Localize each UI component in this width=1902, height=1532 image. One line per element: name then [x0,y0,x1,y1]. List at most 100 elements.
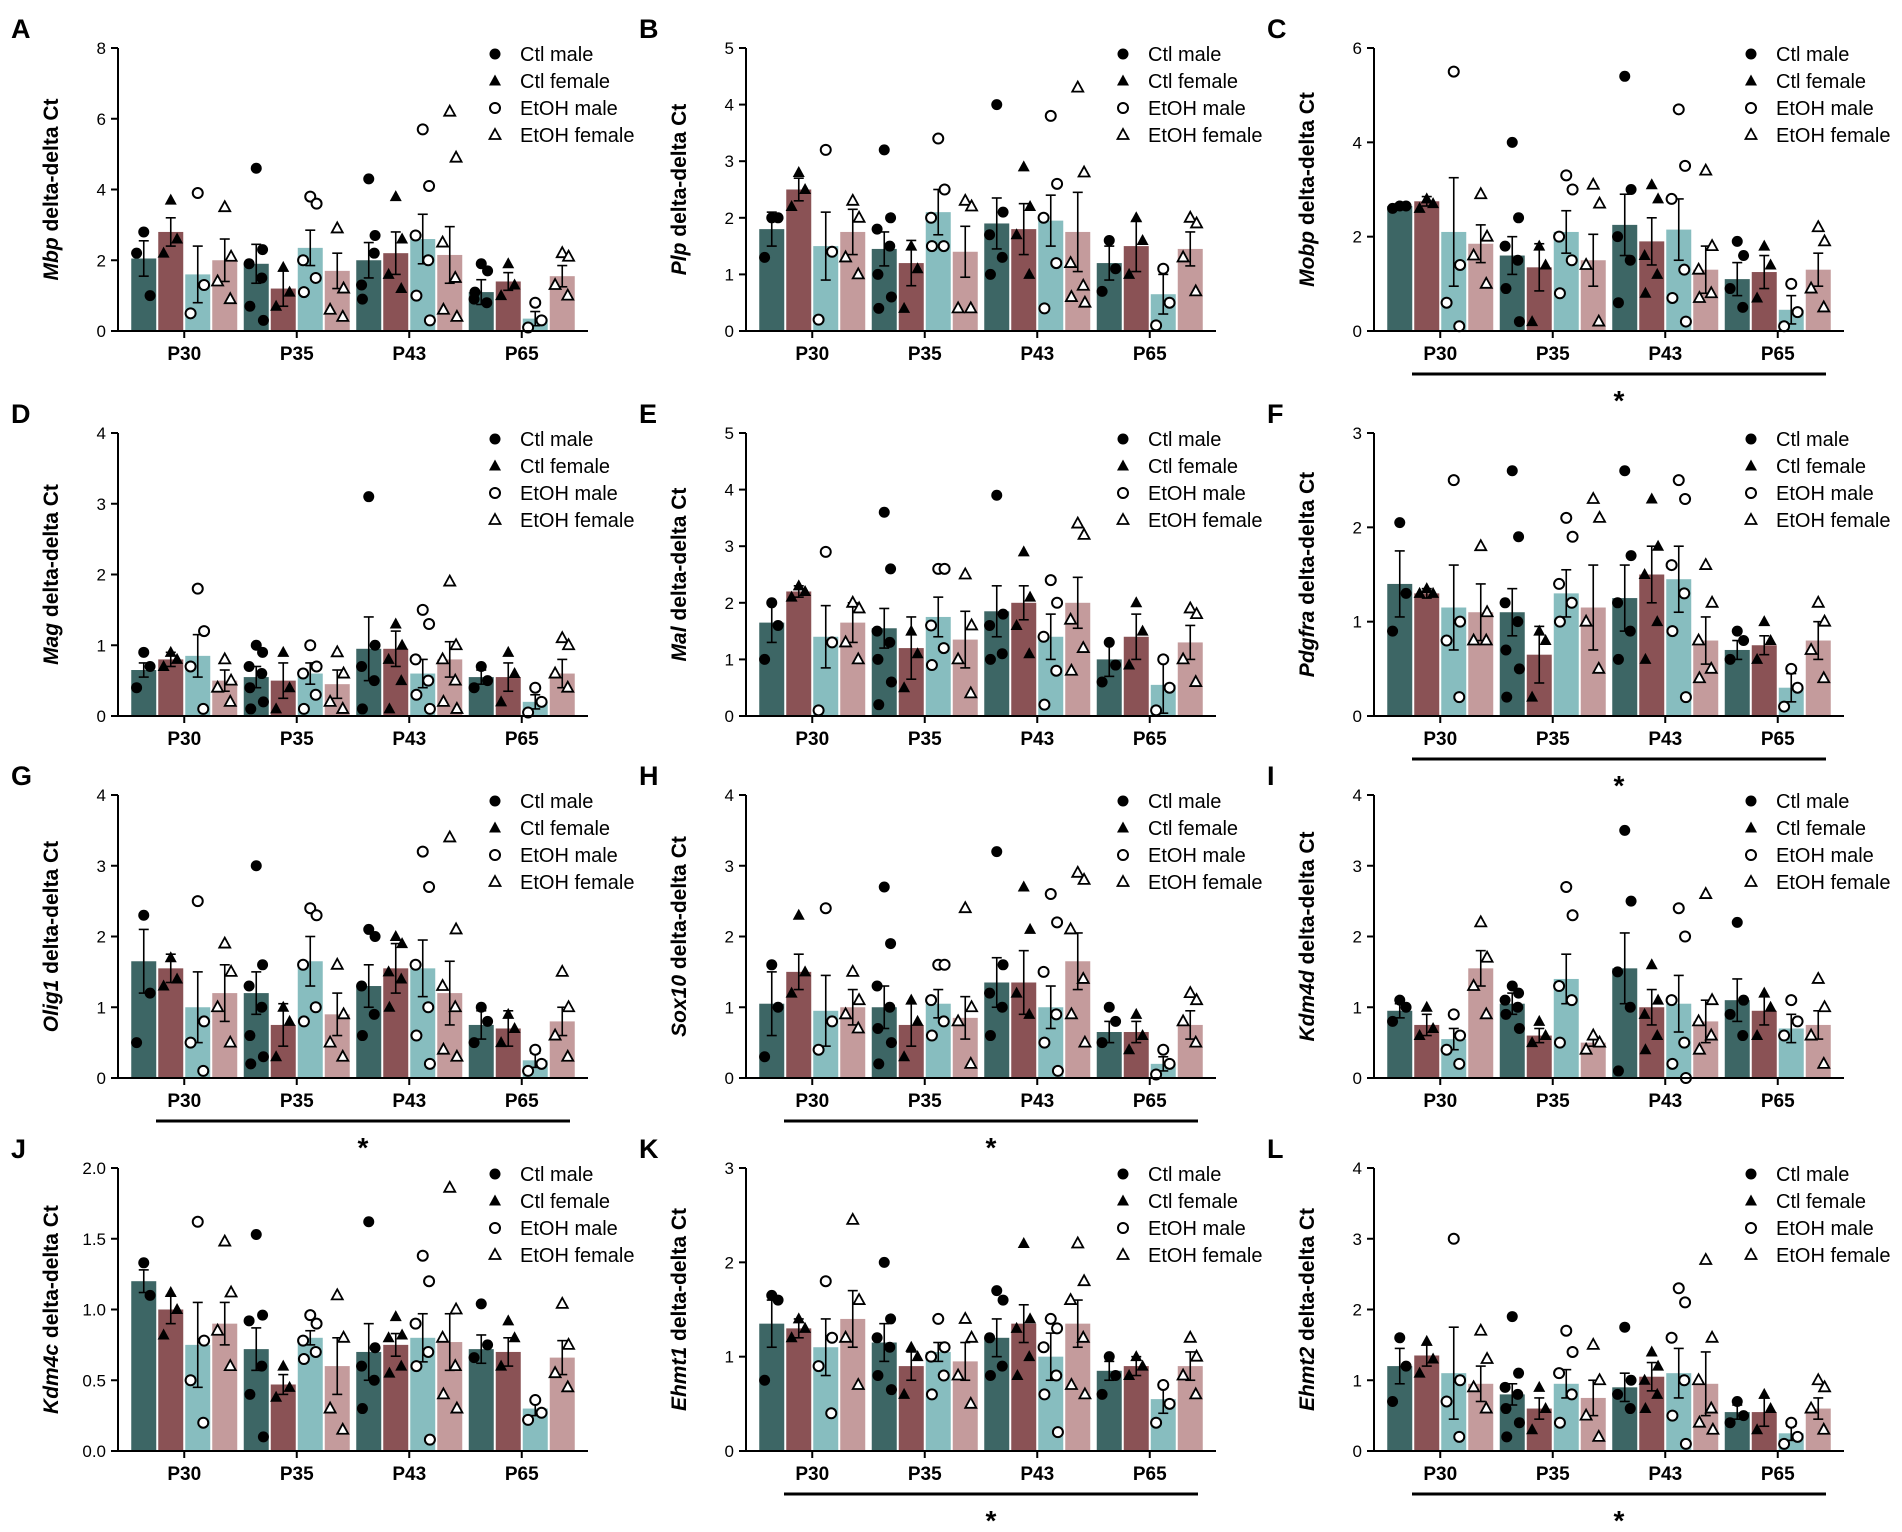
point-a-3-2-3 [448,270,463,283]
point-b-1-2-0 [1017,160,1030,172]
point-l-1-2-0 [1645,1345,1658,1357]
point-b-0-2-1 [997,206,1009,218]
point-c-1-2-4 [1639,286,1652,298]
significance-star: * [1614,385,1625,416]
point-a-2-0-1 [198,279,211,292]
point-k-2-2-3 [1050,1369,1063,1382]
point-k-0-2-3 [996,1360,1008,1372]
point-g-2-0-0 [191,895,204,908]
point-d-2-2-0 [416,603,429,616]
point-j-0-2-2 [356,1360,368,1372]
point-g-2-2-1 [423,880,436,893]
point-d-2-1-2 [297,667,310,680]
point-j-3-3-1 [561,1337,576,1350]
point-c-2-1-1 [1566,183,1579,196]
point-k-0-1-3 [884,1341,896,1353]
point-l-0-1-3 [1512,1388,1524,1400]
point-a-0-0-1 [144,290,156,302]
point-j-3-1-1 [336,1329,351,1343]
point-e-1-0-1 [799,584,812,596]
point-i-0-2-4 [1612,1065,1624,1077]
point-e-1-2-0 [1017,545,1030,557]
y-tick-label: 2 [97,928,106,947]
point-g-3-0-2 [210,999,225,1013]
point-j-1-2-2 [382,1331,395,1343]
panel-label: D [11,399,31,429]
point-l-0-2-3 [1624,1403,1636,1415]
gene-name: Olig1 [40,980,63,1033]
point-j-1-2-1 [396,1328,409,1340]
point-h-0-0-0 [766,959,778,971]
point-a-1-2-0 [389,190,402,202]
point-c-2-0-2 [1440,296,1453,309]
legend-label: EtOH male [1776,483,1874,505]
legend: Ctl male Ctl female EtOH male EtOH female [1115,44,1262,147]
y-axis-unit: delta-delta Ct [40,841,63,980]
point-c-2-3-1 [1791,306,1804,319]
point-e-3-2-2 [1063,611,1078,625]
point-c-2-2-0 [1672,103,1685,116]
point-d-3-1-3 [335,701,350,714]
y-tick-label: 6 [1353,39,1362,58]
point-j-0-0-0 [138,1257,150,1269]
point-j-1-1-1 [283,1380,296,1392]
point-j-0-3-1 [482,1339,494,1351]
point-h-1-3-0 [1130,1007,1143,1019]
point-a-2-2-2 [409,229,422,242]
point-h-3-3-3 [1188,1034,1203,1048]
panel-label: I [1267,761,1275,791]
point-a-2-3-0 [529,296,542,309]
point-f-2-1-4 [1553,615,1566,628]
x-category-label: P35 [1536,729,1570,750]
point-g-3-1-0 [330,956,345,970]
point-g-3-0-0 [217,935,232,949]
x-category-label: P30 [795,1091,829,1112]
legend-label: Ctl female [1776,818,1866,840]
point-f-0-0-0 [1394,517,1406,529]
x-category-label: P35 [1536,1464,1570,1485]
point-j-2-1-4 [297,1353,310,1366]
point-h-3-0-0 [845,964,860,977]
point-c-3-2-1 [1705,238,1720,251]
bar-j-0-0 [131,1281,157,1451]
x-category-label: P43 [1020,1091,1054,1112]
legend-label: EtOH male [520,845,618,867]
point-j-0-3-2 [468,1352,480,1364]
point-h-3-0-3 [851,1020,866,1034]
point-l-2-1-4 [1553,1416,1566,1429]
x-category-label: P65 [1133,729,1167,750]
point-c-2-2-2 [1665,192,1678,205]
point-c-2-1-3 [1565,254,1578,267]
legend-marker-0 [1117,1168,1129,1180]
point-f-0-1-2 [1499,597,1511,609]
point-h-2-1-2 [925,994,938,1007]
point-a-1-0-0 [164,193,177,205]
point-d-3-0-0 [217,651,232,665]
legend-label: EtOH male [1776,845,1874,867]
point-k-3-2-4 [1064,1377,1079,1390]
point-l-2-2-0 [1672,1282,1685,1295]
point-h-2-1-1 [938,958,951,971]
panel-i: I Kdm4d delta-delta Ct 0 1 2 3 4 P30 P35 P43 P65 Ct… [1267,761,1890,1112]
legend: Ctl male Ctl female EtOH male EtOH female [487,429,634,532]
legend-label: Ctl female [1148,71,1238,93]
point-l-0-1-4 [1500,1403,1512,1415]
point-k-0-3-0 [1103,1351,1115,1363]
point-i-3-2-3 [1704,1027,1719,1041]
point-g-3-1-3 [335,1048,350,1062]
point-e-1-2-1 [1024,590,1037,602]
point-e-2-3-1 [1163,681,1176,694]
y-axis-unit: delta-delta Ct [40,484,63,623]
point-h-3-2-1 [1077,872,1092,885]
point-d-1-0-2 [157,659,170,671]
point-c-0-0-1 [1400,200,1412,212]
point-j-2-3-1 [535,1406,548,1419]
point-c-2-0-3 [1453,320,1466,333]
point-d-1-3-1 [508,667,521,679]
legend-label: Ctl male [1776,791,1849,813]
legend-marker-2 [1745,487,1757,499]
point-a-1-0-2 [157,246,170,258]
y-axis-label: Ehmt1 delta-delta Ct [668,1208,691,1411]
legend-label: Ctl female [520,818,610,840]
y-tick-label: 4 [97,181,106,200]
